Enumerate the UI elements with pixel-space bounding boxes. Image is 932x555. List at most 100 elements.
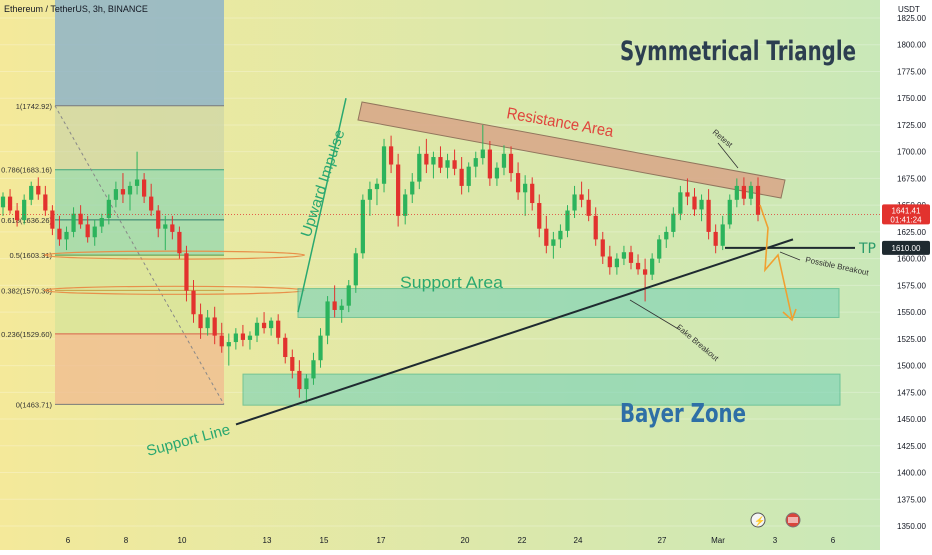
chart-title: Symmetrical Triangle — [620, 36, 856, 67]
candle-body — [755, 185, 761, 215]
candle-body — [226, 342, 231, 347]
currency-label: USDT — [898, 5, 920, 14]
fib-level-label: 0(1463.71) — [16, 400, 53, 409]
y-tick-label: 1775.00 — [897, 67, 926, 76]
x-tick-label: 6 — [66, 536, 71, 545]
candle-body — [198, 314, 203, 329]
candle-body — [134, 179, 140, 186]
fib-zone-1 — [55, 105, 224, 170]
candle-body — [487, 149, 492, 179]
candle-body — [156, 210, 161, 229]
y-tick-label: 1675.00 — [897, 174, 926, 183]
candle-body — [727, 199, 732, 225]
x-tick-label: Mar — [711, 536, 725, 545]
candle-body — [36, 185, 41, 195]
y-tick-label: 1600.00 — [897, 255, 926, 264]
candle-body — [650, 258, 655, 275]
candle-body — [466, 166, 471, 186]
candle-body — [106, 199, 111, 218]
support-area-zone — [297, 288, 840, 318]
candle-body — [523, 183, 528, 193]
candle-body — [515, 173, 521, 193]
candle-body — [43, 194, 48, 211]
countdown-value: 01:41:24 — [890, 215, 922, 224]
bayer-zone-rect — [242, 373, 841, 406]
candle-body — [142, 179, 147, 197]
x-tick-label: 8 — [124, 536, 129, 545]
candle-body — [403, 194, 408, 216]
candle-body — [551, 239, 556, 246]
candle-body — [734, 185, 739, 200]
candle-body — [501, 153, 507, 168]
x-tick-label: 15 — [320, 536, 329, 545]
y-tick-label: 1700.00 — [897, 148, 926, 157]
x-tick-label: 17 — [377, 536, 386, 545]
tp-price-value: 1610.00 — [892, 244, 921, 253]
fib-level-label: 0.5(1603.31) — [9, 251, 52, 260]
candle-body — [163, 224, 168, 229]
lightning-icon[interactable] — [750, 512, 766, 528]
candle-body — [191, 290, 196, 315]
y-tick-label: 1425.00 — [897, 442, 926, 451]
tp-price-tag — [882, 240, 930, 255]
candle-body — [325, 301, 330, 336]
candle-body — [14, 210, 20, 221]
candle-body — [431, 157, 436, 165]
candle-body — [713, 231, 718, 246]
candle-body — [480, 149, 485, 159]
candle-body — [579, 194, 584, 200]
candle-body — [452, 160, 457, 169]
header-symbol: Ethereum / TetherUS, 3h, BINANCE — [4, 4, 148, 14]
candle-body — [22, 199, 27, 221]
candle-body — [311, 360, 316, 379]
candle-body — [127, 185, 133, 195]
candle-body — [508, 153, 514, 174]
candle-body — [607, 256, 612, 268]
current-price-value: 1641.41 — [892, 206, 921, 215]
candle-body — [558, 230, 563, 240]
candle-body — [748, 185, 754, 199]
price-scale-background — [880, 0, 932, 550]
resistance-area-zone — [357, 101, 786, 199]
candle-body — [283, 337, 288, 358]
candle-body — [360, 199, 365, 254]
candle-body — [304, 378, 309, 390]
y-tick-label: 1550.00 — [897, 308, 926, 317]
candle-body — [240, 333, 246, 340]
fib-zone-2 — [55, 169, 224, 256]
candle-body — [219, 335, 224, 347]
y-tick-label: 1750.00 — [897, 94, 926, 103]
y-tick-label: 1450.00 — [897, 415, 926, 424]
support-area-label: Support Area — [400, 273, 504, 292]
y-tick-label: 1350.00 — [897, 522, 926, 531]
y-tick-label: 1575.00 — [897, 281, 926, 290]
y-tick-label: 1625.00 — [897, 228, 926, 237]
candle-body — [269, 320, 274, 329]
candle-body — [177, 231, 182, 254]
candle-body — [396, 164, 401, 216]
candle-body — [120, 189, 126, 195]
candle-body — [332, 301, 337, 310]
candle-body — [706, 199, 711, 232]
candle-body — [445, 160, 450, 168]
candle-body — [692, 196, 697, 210]
candle-body — [678, 192, 683, 214]
candle-body — [410, 181, 415, 195]
fib-level-label: 1(1742.92) — [16, 102, 53, 111]
candle-body — [92, 226, 97, 238]
candle-body — [374, 183, 380, 190]
candle-body — [544, 228, 549, 246]
x-tick-label: 6 — [831, 536, 836, 545]
candle-body — [212, 317, 217, 336]
candle-body — [720, 224, 725, 246]
x-tick-label: 20 — [461, 536, 470, 545]
candle-body — [424, 153, 429, 165]
x-tick-label: 13 — [263, 536, 272, 545]
candle-body — [537, 203, 542, 229]
retest-pointer — [717, 142, 739, 169]
x-tick-label: 24 — [574, 536, 583, 545]
candle-body — [233, 333, 238, 343]
bayer-zone-label: Bayer Zone — [620, 399, 746, 429]
